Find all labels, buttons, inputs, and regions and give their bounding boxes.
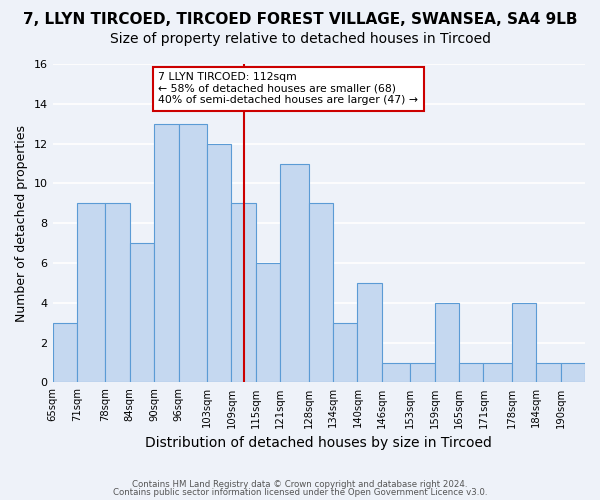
Bar xyxy=(53,322,77,382)
Bar xyxy=(280,164,308,382)
Bar xyxy=(130,243,154,382)
X-axis label: Distribution of detached houses by size in Tircoed: Distribution of detached houses by size … xyxy=(145,436,492,450)
Bar xyxy=(333,322,358,382)
Bar xyxy=(106,204,130,382)
Text: Size of property relative to detached houses in Tircoed: Size of property relative to detached ho… xyxy=(110,32,491,46)
Text: 7 LLYN TIRCOED: 112sqm
← 58% of detached houses are smaller (68)
40% of semi-det: 7 LLYN TIRCOED: 112sqm ← 58% of detached… xyxy=(158,72,418,105)
Bar xyxy=(256,263,280,382)
Text: 7, LLYN TIRCOED, TIRCOED FOREST VILLAGE, SWANSEA, SA4 9LB: 7, LLYN TIRCOED, TIRCOED FOREST VILLAGE,… xyxy=(23,12,577,28)
Bar xyxy=(484,362,512,382)
Bar xyxy=(77,204,106,382)
Text: Contains public sector information licensed under the Open Government Licence v3: Contains public sector information licen… xyxy=(113,488,487,497)
Bar xyxy=(512,303,536,382)
Bar xyxy=(232,204,256,382)
Bar xyxy=(459,362,484,382)
Bar xyxy=(434,303,459,382)
Bar xyxy=(207,144,232,382)
Bar xyxy=(382,362,410,382)
Text: Contains HM Land Registry data © Crown copyright and database right 2024.: Contains HM Land Registry data © Crown c… xyxy=(132,480,468,489)
Bar xyxy=(410,362,434,382)
Bar xyxy=(179,124,207,382)
Bar xyxy=(536,362,560,382)
Bar xyxy=(154,124,179,382)
Y-axis label: Number of detached properties: Number of detached properties xyxy=(15,124,28,322)
Bar xyxy=(560,362,585,382)
Bar xyxy=(308,204,333,382)
Bar xyxy=(358,283,382,382)
